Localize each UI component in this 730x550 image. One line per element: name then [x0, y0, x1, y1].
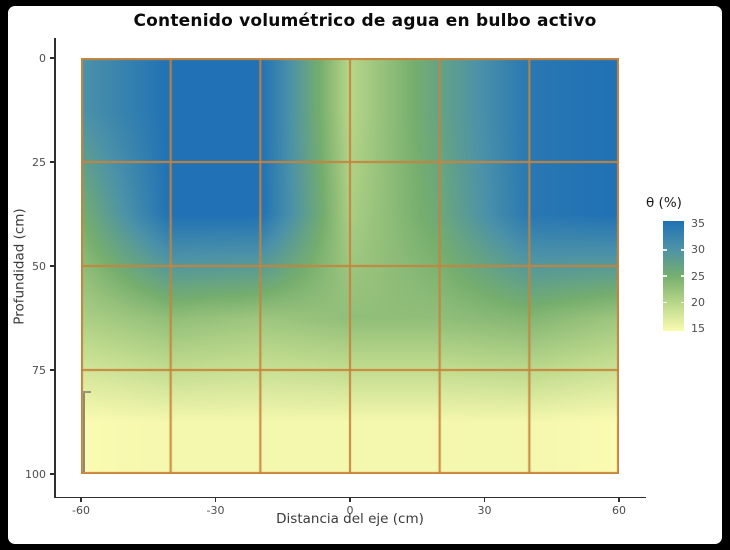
- legend-title: θ (%): [646, 195, 682, 211]
- x-tick-mark: [349, 497, 351, 502]
- x-tick-label: 60: [612, 504, 626, 517]
- y-axis-title: Profundidad (cm): [11, 208, 28, 325]
- x-tick-mark: [80, 497, 82, 502]
- x-tick-label: -60: [72, 504, 90, 517]
- x-axis-title: Distancia del eje (cm): [276, 511, 424, 527]
- x-tick-mark: [618, 497, 620, 502]
- x-tick-label: 0: [346, 504, 354, 517]
- y-tick-label: 75: [32, 363, 46, 377]
- y-tick-label: 50: [32, 259, 46, 273]
- legend-colorbar: [663, 221, 684, 331]
- legend-tick-label: 20: [691, 295, 705, 309]
- x-tick-label: 30: [477, 504, 492, 517]
- legend-tick-label: 15: [691, 322, 705, 335]
- x-tick-mark: [214, 497, 217, 502]
- legend-tick: [680, 301, 684, 303]
- x-tick-label: -30: [206, 504, 225, 517]
- y-tick-mark: [49, 473, 54, 475]
- y-tick-label: 100: [25, 467, 46, 481]
- stray-border-artifact-vertical: [83, 391, 85, 472]
- legend-tick: [663, 301, 667, 303]
- y-axis-line: [54, 38, 56, 498]
- legend-tick: [663, 275, 667, 277]
- x-tick-mark: [483, 497, 486, 502]
- legend-tick: [663, 249, 667, 251]
- chart-title: Contenido volumétrico de agua en bulbo a…: [133, 11, 597, 31]
- y-tick-label: 25: [32, 155, 46, 169]
- legend-tick: [680, 275, 684, 277]
- legend-tick-label: 35: [691, 217, 705, 230]
- y-tick-mark: [49, 161, 54, 163]
- legend-tick: [680, 249, 684, 251]
- y-tick-mark: [49, 57, 54, 59]
- y-tick-mark: [49, 265, 54, 267]
- legend-tick-label: 25: [691, 269, 705, 283]
- heatmap-canvas: [81, 58, 619, 474]
- legend-tick-label: 30: [691, 243, 705, 257]
- stray-border-artifact-horizontal: [83, 391, 91, 393]
- y-tick-mark: [49, 369, 54, 371]
- y-tick-label: 0: [39, 51, 46, 65]
